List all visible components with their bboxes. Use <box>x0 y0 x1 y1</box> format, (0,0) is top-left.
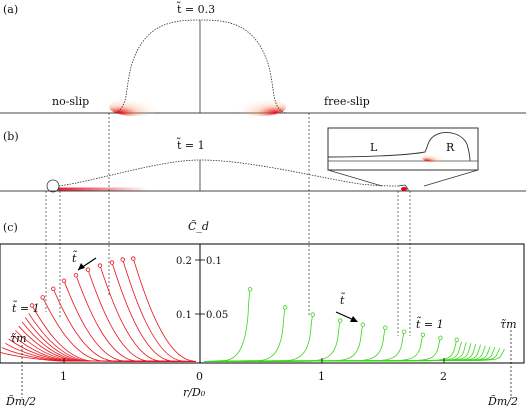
no-slip-curve <box>63 280 197 362</box>
free-slip-curve <box>203 334 424 362</box>
left-ytick-0.1: 0.1 <box>176 310 192 321</box>
no-slip-curve-start-marker <box>120 257 125 262</box>
no-slip-curve-start-marker <box>51 286 56 291</box>
free-slip-curve-start-marker <box>247 287 253 292</box>
free-slip-curve-start-marker <box>310 312 315 317</box>
xtick-right-2: 2 <box>440 370 447 383</box>
free-slip-curve <box>203 348 505 362</box>
free-slip-curve-start-marker <box>420 332 426 337</box>
free-slip-curve-start-marker <box>454 337 459 342</box>
annot-t1-left: t̃ = 1 <box>12 301 40 315</box>
no-slip-curve-start-marker <box>85 267 91 272</box>
panel-b-inset: L R <box>327 127 479 187</box>
panel-c-label: (c) <box>3 221 18 234</box>
no-slip-curve-start-marker <box>97 263 103 268</box>
annot-t-arrow-left: t̃ <box>72 251 77 265</box>
no-slip-curve-start-marker <box>73 273 79 278</box>
panel-a-label: (a) <box>3 3 18 16</box>
annot-dm-left: D̃m/2 <box>5 395 36 408</box>
annot-tau-left: τ̃m <box>10 332 27 345</box>
xtick-right-1: 1 <box>318 370 325 383</box>
no-slip-curve-start-marker <box>61 278 67 283</box>
free-slip-curve <box>203 343 472 362</box>
free-slip-curve-start-marker <box>360 322 365 327</box>
free-slip-curve-start-marker <box>438 335 443 340</box>
free-slip-curve <box>203 342 467 362</box>
panel-b-time: t̃ = 1 <box>176 138 204 152</box>
no-slip-curve <box>132 258 197 362</box>
xtick-left-1: 1 <box>60 370 67 383</box>
free-slip-curve-start-marker <box>401 329 407 334</box>
arrowhead-left-icon <box>78 263 85 270</box>
annot-t-arrow-right: t̃ <box>340 293 345 307</box>
right-ytick-0.1: 0.1 <box>206 256 222 267</box>
no-slip-curve <box>11 334 197 362</box>
free-slip-curve <box>203 344 481 362</box>
free-slip-curve <box>203 343 477 362</box>
free-slip-curve-start-marker <box>338 318 343 323</box>
annot-tau-right: τ̃m <box>500 318 517 331</box>
no-slip-curve <box>122 259 197 362</box>
no-slip-curve <box>99 265 197 362</box>
free-slip-curves <box>203 287 505 362</box>
no-slip-curve <box>75 275 197 362</box>
no-slip-curve-start-marker <box>40 295 45 300</box>
inset-right-label: R <box>446 141 455 154</box>
free-slip-curve <box>203 314 314 362</box>
panel-a-left-bc: no-slip <box>52 95 89 108</box>
chart-xlabel: r/D₀ <box>183 386 206 399</box>
chart-ylabel: C̃_d <box>188 220 209 233</box>
panel-b-droplet <box>46 159 409 193</box>
chart-frame <box>0 243 525 364</box>
arrowhead-right-icon <box>350 316 358 322</box>
annot-dm-right: D̃m/2 <box>487 395 518 408</box>
free-slip-curve-start-marker <box>282 305 288 310</box>
panel-a-time: t̃ = 0.3 <box>176 2 215 16</box>
no-slip-curve-start-marker <box>109 260 115 265</box>
connector-lines <box>45 113 411 336</box>
no-slip-curve <box>87 269 197 362</box>
no-slip-curve <box>111 262 197 362</box>
free-slip-curve <box>203 347 496 362</box>
no-slip-curve <box>0 351 197 362</box>
free-slip-curve <box>203 289 251 362</box>
panel-b-label: (b) <box>3 130 19 143</box>
panel-a-droplet <box>109 19 288 116</box>
annot-t1-right: t̃ = 1 <box>416 317 444 331</box>
right-ytick-0.05: 0.05 <box>206 310 228 321</box>
no-slip-curve-start-marker <box>131 256 136 261</box>
free-slip-curve-start-marker <box>383 325 388 330</box>
inset-left-label: L <box>370 141 378 154</box>
panel-a-right-bc: free-slip <box>324 95 370 108</box>
left-ytick-0.2: 0.2 <box>176 256 192 267</box>
no-slip-curve <box>42 297 197 362</box>
arrow-right-icon <box>335 311 355 321</box>
no-slip-curve <box>15 330 197 362</box>
xtick-0: 0 <box>196 370 203 383</box>
no-slip-curve <box>52 288 197 362</box>
no-slip-curve-start-marker <box>29 303 35 308</box>
no-slip-curves <box>0 256 197 362</box>
free-slip-curve <box>203 327 386 362</box>
